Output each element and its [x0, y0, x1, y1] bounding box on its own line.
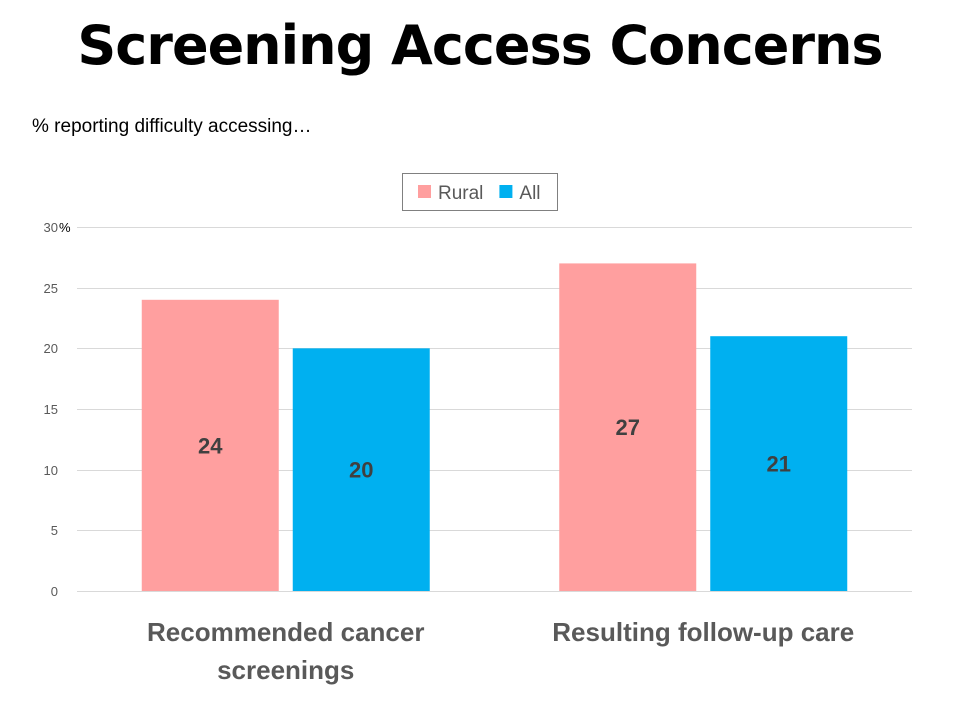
- legend-label-all: All: [519, 183, 540, 204]
- bars: [141, 263, 848, 591]
- y-tick-label: 5: [51, 523, 58, 538]
- y-tick-label: 30: [44, 220, 58, 235]
- page-title: Screening Access Concerns: [77, 14, 883, 77]
- legend-swatch-rural: [418, 185, 431, 198]
- x-axis: Recommended cancer screenings Resulting fo…: [147, 617, 854, 685]
- legend-label-rural: Rural: [438, 183, 483, 204]
- chart-subtitle: % reporting difficulty accessing…: [32, 116, 312, 137]
- data-label: 21: [767, 452, 791, 477]
- y-axis: 0 5 10 15 20 25 30%: [44, 220, 71, 599]
- y-tick-label: 25: [44, 281, 58, 296]
- bar-all-1: [292, 348, 430, 591]
- data-label: 24: [198, 433, 223, 458]
- bar-rural-2: [559, 263, 697, 591]
- x-category-label: Resulting follow-up care: [552, 617, 854, 647]
- data-label: 27: [616, 415, 640, 440]
- legend: Rural All: [402, 173, 558, 211]
- data-label: 20: [349, 458, 373, 483]
- data-labels: 24 27 20 21: [198, 415, 791, 482]
- y-tick-label: 10: [44, 463, 58, 478]
- legend-swatch-all: [499, 185, 513, 198]
- y-tick-label: 0: [51, 584, 58, 599]
- y-tick-label: 20: [44, 341, 58, 356]
- y-tick-label: 15: [44, 402, 58, 417]
- y-unit-label: %: [59, 220, 71, 235]
- bar-rural-1: [141, 299, 279, 591]
- bar-all-2: [710, 336, 848, 591]
- x-category-label: Recommended cancer screenings: [147, 617, 424, 685]
